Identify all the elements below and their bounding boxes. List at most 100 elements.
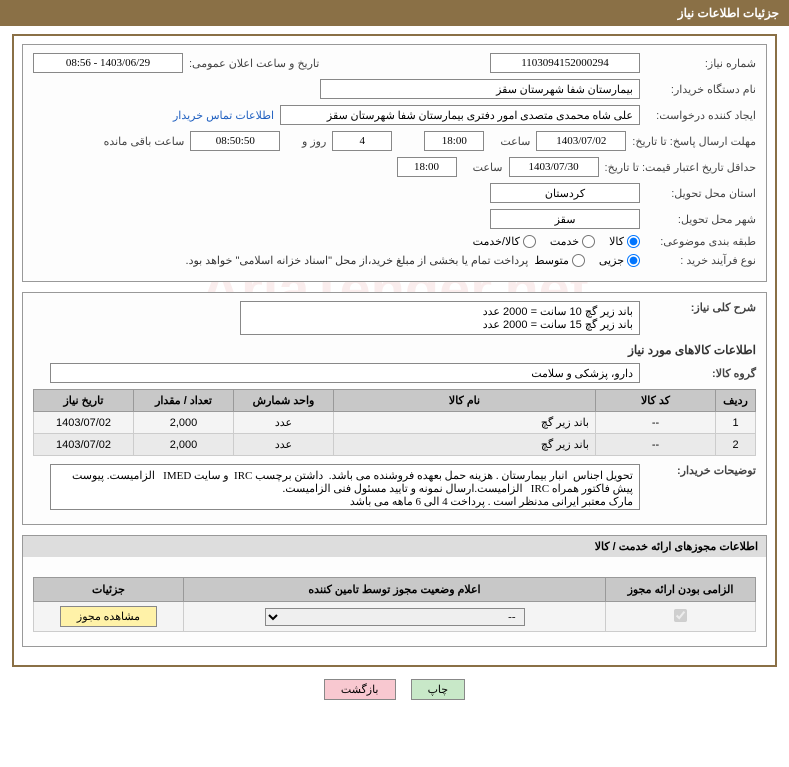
main-container: AriaTender.net شماره نیاز: تاریخ و ساعت …	[12, 34, 777, 667]
cell-unit: عدد	[234, 434, 334, 456]
remain-days-field	[332, 131, 392, 151]
days-label: روز و	[286, 135, 326, 148]
deadline-time-field	[424, 131, 484, 151]
th-qty: تعداد / مقدار	[134, 390, 234, 412]
validity-time-label: ساعت	[463, 161, 503, 174]
requester-label: ایجاد کننده درخواست:	[646, 109, 756, 122]
row-province: استان محل تحویل:	[33, 183, 756, 203]
page-title: جزئیات اطلاعات نیاز	[678, 6, 779, 20]
radio-goods-service[interactable]: کالا/خدمت	[473, 235, 536, 248]
row-city: شهر محل تحویل:	[33, 209, 756, 229]
license-section-title: اطلاعات مجوزهای ارائه خدمت / کالا	[23, 536, 766, 557]
validity-label: حداقل تاریخ اعتبار قیمت: تا تاریخ:	[605, 161, 756, 174]
summary-label: شرح کلی نیاز:	[646, 301, 756, 314]
radio-service-input[interactable]	[582, 235, 595, 248]
summary-textbox: باند زیر گچ 10 سانت = 2000 عدد باند زیر …	[240, 301, 640, 335]
row-process: نوع فرآیند خرید : جزیی متوسط پرداخت تمام…	[33, 254, 756, 267]
cell-date: 1403/07/02	[34, 412, 134, 434]
items-section-title: اطلاعات کالاهای مورد نیاز	[33, 343, 756, 357]
radio-goods[interactable]: کالا	[609, 235, 640, 248]
deadline-time-label: ساعت	[490, 135, 530, 148]
license-box: اطلاعات مجوزهای ارائه خدمت / کالا الزامی…	[22, 535, 767, 647]
th-unit: واحد شمارش	[234, 390, 334, 412]
view-license-button[interactable]: مشاهده مجوز	[60, 606, 157, 627]
row-requester: ایجاد کننده درخواست: اطلاعات تماس خریدار	[33, 105, 756, 125]
radio-goods-label: کالا	[609, 235, 624, 248]
license-table: الزامی بودن ارائه مجوز اعلام وضعیت مجوز …	[33, 577, 756, 632]
radio-minor-input[interactable]	[627, 254, 640, 267]
buyer-notes-label: توضیحات خریدار:	[646, 464, 756, 477]
process-note: پرداخت تمام یا بخشی از مبلغ خرید،از محل …	[186, 254, 529, 267]
th-name: نام کالا	[334, 390, 596, 412]
buyer-contact-link[interactable]: اطلاعات تماس خریدار	[173, 109, 274, 122]
row-buyer-name: نام دستگاه خریدار:	[33, 79, 756, 99]
radio-medium[interactable]: متوسط	[534, 254, 585, 267]
th-date: تاریخ نیاز	[34, 390, 134, 412]
cell-row: 2	[716, 434, 756, 456]
back-button[interactable]: بازگشت	[324, 679, 396, 700]
row-item-group: گروه کالا:	[33, 363, 756, 383]
announce-label: تاریخ و ساعت اعلان عمومی:	[189, 57, 319, 70]
process-label: نوع فرآیند خرید :	[646, 254, 756, 267]
print-button[interactable]: چاپ	[411, 679, 466, 700]
footer-buttons: چاپ بازگشت	[0, 667, 789, 708]
radio-minor[interactable]: جزیی	[599, 254, 640, 267]
cell-qty: 2,000	[134, 412, 234, 434]
summary-box: شرح کلی نیاز: باند زیر گچ 10 سانت = 2000…	[22, 292, 767, 525]
radio-goods-service-input[interactable]	[523, 235, 536, 248]
group-field	[50, 363, 640, 383]
deadline-label: مهلت ارسال پاسخ: تا تاریخ:	[632, 135, 756, 148]
row-summary: شرح کلی نیاز: باند زیر گچ 10 سانت = 2000…	[33, 301, 756, 335]
need-info-box: شماره نیاز: تاریخ و ساعت اعلان عمومی: نا…	[22, 44, 767, 282]
th-row: ردیف	[716, 390, 756, 412]
province-label: استان محل تحویل:	[646, 187, 756, 200]
license-row: -- مشاهده مجوز	[34, 602, 756, 632]
radio-medium-label: متوسط	[534, 254, 569, 267]
row-deadline: مهلت ارسال پاسخ: تا تاریخ: ساعت روز و سا…	[33, 131, 756, 151]
remain-time-field	[190, 131, 280, 151]
cell-qty: 2,000	[134, 434, 234, 456]
cell-row: 1	[716, 412, 756, 434]
deadline-date-field	[536, 131, 626, 151]
th-details: جزئیات	[34, 578, 184, 602]
cell-name: باند زیر گچ	[334, 412, 596, 434]
requester-field	[280, 105, 640, 125]
cell-date: 1403/07/02	[34, 434, 134, 456]
row-buyer-notes: توضیحات خریدار:	[33, 464, 756, 510]
city-field	[490, 209, 640, 229]
need-number-label: شماره نیاز:	[646, 57, 756, 70]
cell-code: --	[596, 412, 716, 434]
city-label: شهر محل تحویل:	[646, 213, 756, 226]
table-row: 1 -- باند زیر گچ عدد 2,000 1403/07/02	[34, 412, 756, 434]
radio-service-label: خدمت	[550, 235, 579, 248]
row-category: طبقه بندی موضوعی: کالا خدمت کالا/خدمت	[33, 235, 756, 248]
cell-name: باند زیر گچ	[334, 434, 596, 456]
summary-line1: باند زیر گچ 10 سانت = 2000 عدد	[247, 305, 633, 318]
radio-service[interactable]: خدمت	[550, 235, 595, 248]
validity-date-field	[509, 157, 599, 177]
category-label: طبقه بندی موضوعی:	[646, 235, 756, 248]
page-header: جزئیات اطلاعات نیاز	[0, 0, 789, 26]
status-select[interactable]: --	[265, 608, 525, 626]
radio-goods-input[interactable]	[627, 235, 640, 248]
cell-unit: عدد	[234, 412, 334, 434]
buyer-name-field	[320, 79, 640, 99]
row-validity: حداقل تاریخ اعتبار قیمت: تا تاریخ: ساعت	[33, 157, 756, 177]
radio-minor-label: جزیی	[599, 254, 624, 267]
remain-label: ساعت باقی مانده	[84, 135, 184, 148]
th-code: کد کالا	[596, 390, 716, 412]
summary-line2: باند زیر گچ 15 سانت = 2000 عدد	[247, 318, 633, 331]
province-field	[490, 183, 640, 203]
mandatory-checkbox	[674, 609, 687, 622]
need-number-field	[490, 53, 640, 73]
th-status: اعلام وضعیت مجوز توسط تامین کننده	[184, 578, 606, 602]
items-table: ردیف کد کالا نام کالا واحد شمارش تعداد /…	[33, 389, 756, 456]
cell-code: --	[596, 434, 716, 456]
radio-goods-service-label: کالا/خدمت	[473, 235, 520, 248]
table-row: 2 -- باند زیر گچ عدد 2,000 1403/07/02	[34, 434, 756, 456]
row-need-number: شماره نیاز: تاریخ و ساعت اعلان عمومی:	[33, 53, 756, 73]
buyer-name-label: نام دستگاه خریدار:	[646, 83, 756, 96]
th-mandatory: الزامی بودن ارائه مجوز	[606, 578, 756, 602]
group-label: گروه کالا:	[646, 367, 756, 380]
radio-medium-input[interactable]	[572, 254, 585, 267]
